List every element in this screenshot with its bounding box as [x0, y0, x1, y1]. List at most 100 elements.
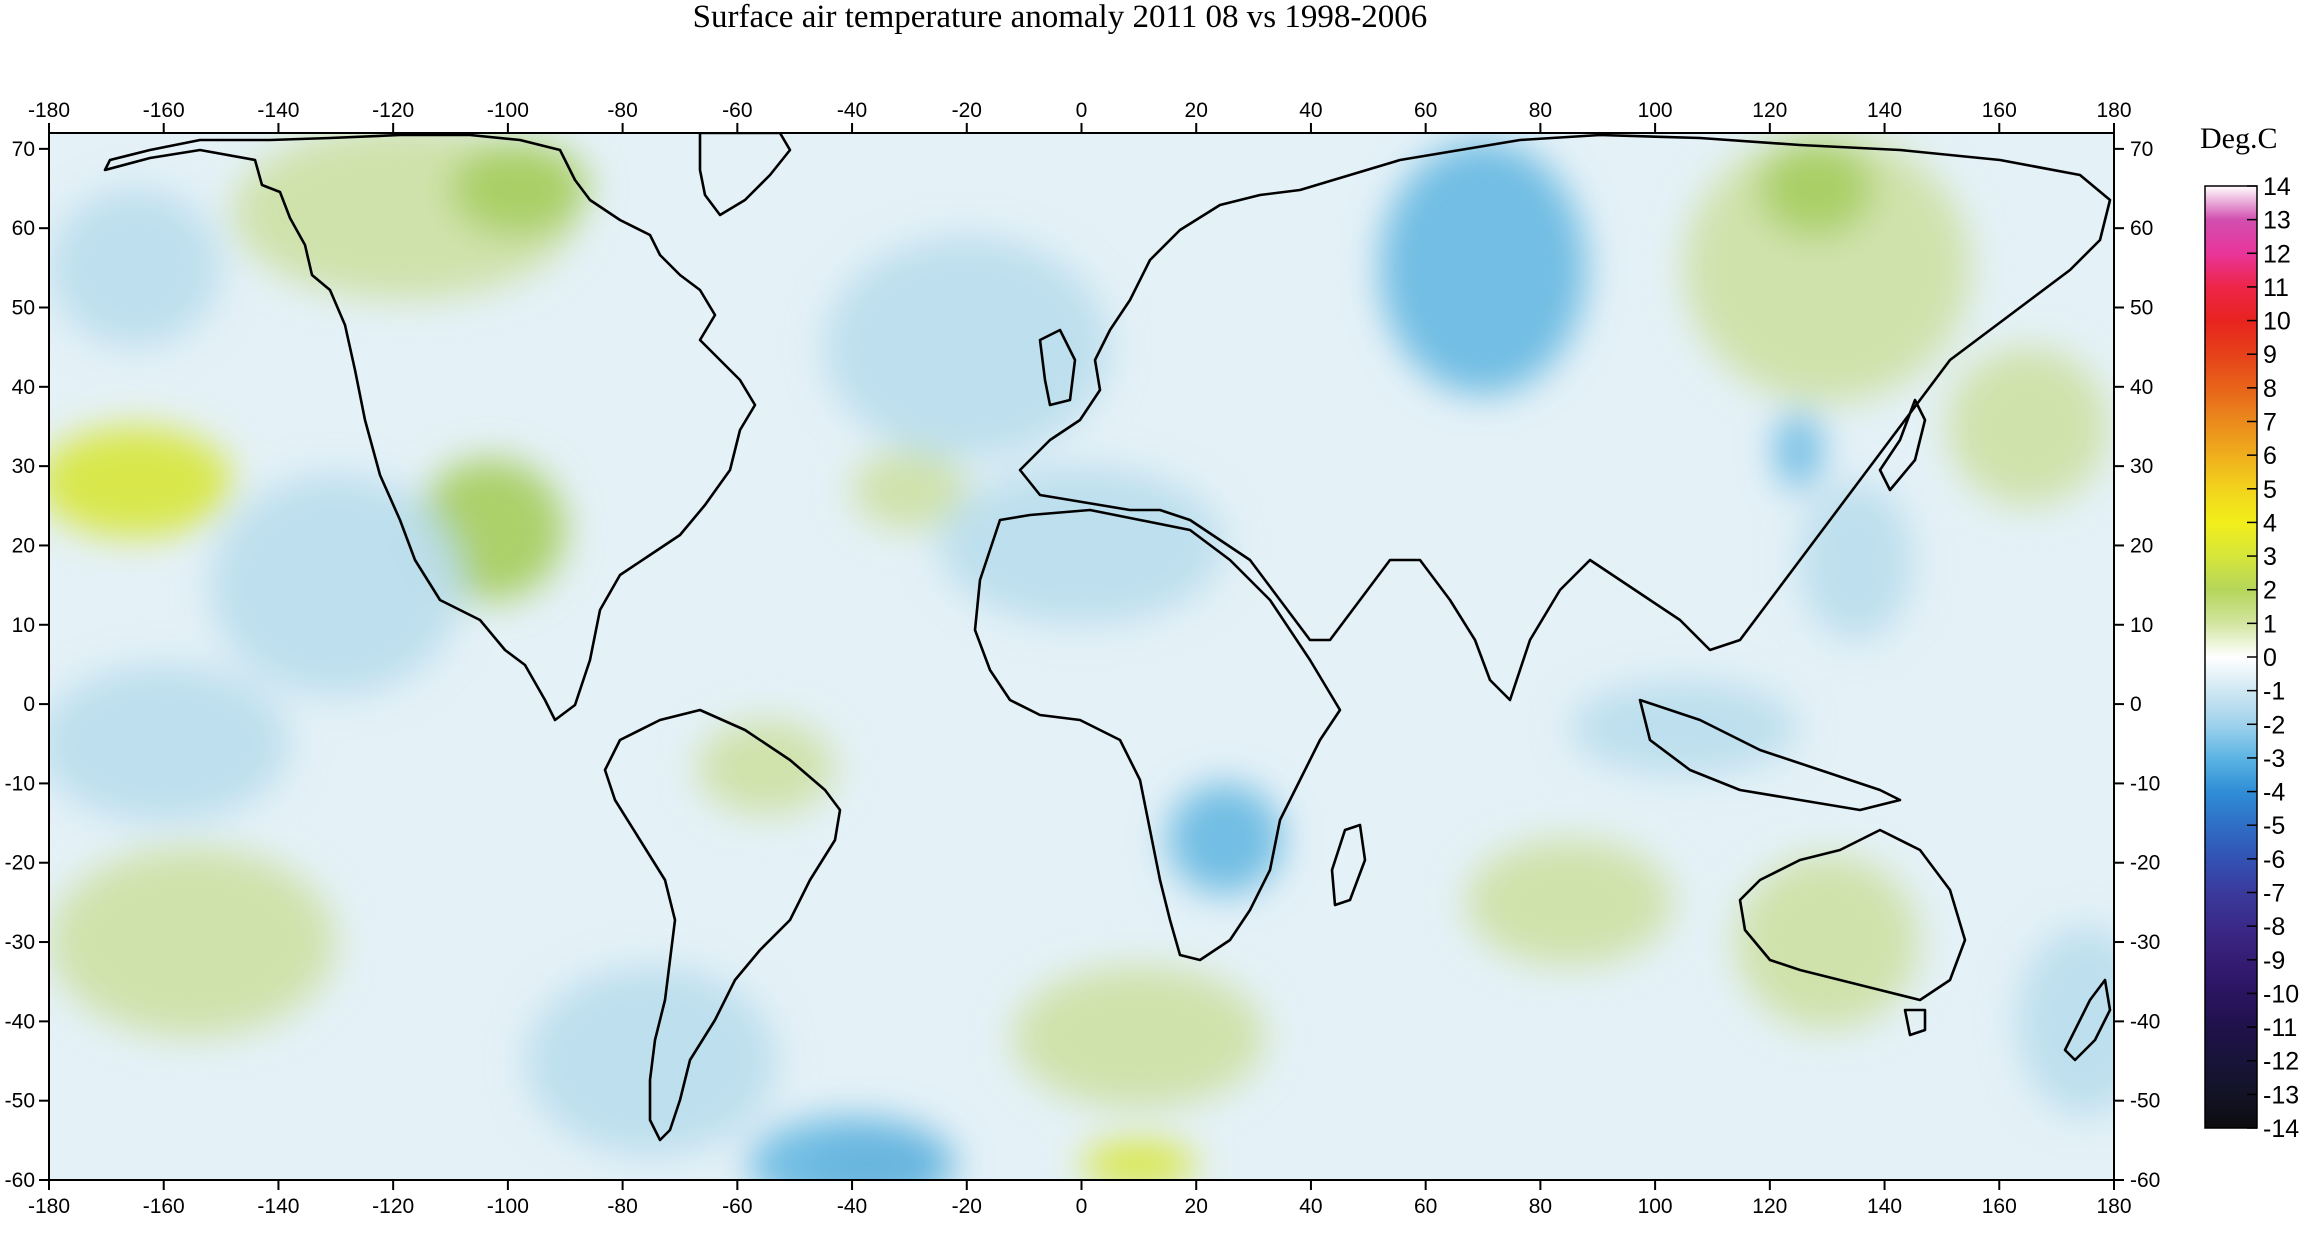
y-tick-label-left: -40	[5, 1010, 35, 1033]
x-tick-label-top: 100	[1638, 99, 1673, 122]
y-tick-label-left: 50	[12, 297, 35, 320]
x-tick-label-top: -140	[257, 99, 299, 122]
x-tick-label-top: 0	[1076, 99, 1088, 122]
anomaly-patch	[1167, 783, 1283, 895]
coastlines	[103, 133, 2112, 1142]
x-tick-label-top: 40	[1299, 99, 1322, 122]
x-tick-label-top: -180	[28, 99, 70, 122]
x-tick-label-bottom: -40	[837, 1195, 867, 1218]
anomaly-patch	[1012, 965, 1266, 1109]
legend-level-label: 3	[2263, 543, 2277, 571]
coast-japan	[1878, 398, 1927, 492]
legend-level-label: 5	[2263, 476, 2277, 504]
axes: -180-180-160-160-140-140-120-120-100-100…	[5, 99, 2161, 1218]
y-tick-label-left: 20	[12, 534, 35, 557]
legend-level-label: -5	[2263, 812, 2285, 840]
y-tick-label-left: 70	[12, 138, 35, 161]
coast-eurasia	[1018, 133, 2112, 702]
y-tick-label-right: -60	[2130, 1169, 2160, 1192]
x-tick-label-bottom: -60	[722, 1195, 752, 1218]
anomaly-patch	[1798, 482, 1914, 641]
legend-level-label: -4	[2263, 779, 2285, 807]
x-tick-label-bottom: 60	[1414, 1195, 1437, 1218]
legend-title: Deg.C	[2200, 122, 2278, 155]
y-tick-label-left: -60	[5, 1169, 35, 1192]
legend-level-label: 9	[2263, 341, 2277, 369]
x-tick-label-bottom: 80	[1529, 1195, 1552, 1218]
anomaly-patch	[1775, 410, 1822, 490]
legend-level-label: -7	[2263, 880, 2285, 908]
legend-level-label: -14	[2263, 1115, 2299, 1143]
coast-north-america	[103, 133, 757, 722]
y-tick-label-right: 50	[2130, 297, 2153, 320]
x-tick-label-top: -20	[952, 99, 982, 122]
x-tick-label-bottom: -140	[257, 1195, 299, 1218]
color-legend: 14131211109876543210-1-2-3-4-5-6-7-8-9-1…	[2204, 173, 2299, 1143]
anomaly-patch	[1465, 838, 1673, 966]
x-tick-label-bottom: 140	[1867, 1195, 1902, 1218]
y-tick-label-right: -30	[2130, 931, 2160, 954]
anomaly-patch	[938, 466, 1225, 625]
y-tick-label-left: -50	[5, 1090, 35, 1113]
y-tick-label-left: 60	[12, 217, 35, 240]
x-tick-label-bottom: -20	[952, 1195, 982, 1218]
x-tick-label-top: 20	[1185, 99, 1208, 122]
y-tick-label-right: 0	[2130, 693, 2142, 716]
anomaly-patch	[49, 188, 222, 348]
y-tick-label-left: 10	[12, 614, 35, 637]
legend-level-label: -13	[2263, 1081, 2299, 1109]
legend-level-label: -6	[2263, 846, 2285, 874]
y-tick-label-right: 60	[2130, 217, 2153, 240]
legend-level-label: -3	[2263, 745, 2285, 773]
legend-level-label: 13	[2263, 207, 2291, 235]
x-tick-label-top: 160	[1982, 99, 2017, 122]
x-tick-label-top: 180	[2096, 99, 2131, 122]
y-tick-label-right: 70	[2130, 138, 2153, 161]
coast-greenland	[698, 133, 792, 217]
legend-level-label: 8	[2263, 375, 2277, 403]
anomaly-patch	[49, 664, 290, 824]
anomaly-patch	[49, 426, 233, 538]
legend-level-label: 0	[2263, 644, 2277, 672]
coast-uk	[1038, 328, 1077, 407]
legend-level-label: 7	[2263, 409, 2277, 437]
plot-area	[48, 132, 2115, 1181]
anomaly-patch	[1379, 140, 1587, 395]
x-tick-label-bottom: 180	[2096, 1195, 2131, 1218]
anomaly-patch	[49, 846, 336, 1038]
y-tick-label-left: -30	[5, 931, 35, 954]
x-tick-label-bottom: 20	[1185, 1195, 1208, 1218]
legend-level-label: -11	[2263, 1014, 2297, 1042]
anomaly-field	[49, 133, 2114, 1180]
x-tick-label-bottom: 40	[1299, 1195, 1322, 1218]
anomaly-patch	[1081, 1140, 1197, 1180]
y-tick-label-left: -20	[5, 852, 35, 875]
coast-tasmania	[1903, 1008, 1927, 1037]
coast-indonesia	[1638, 698, 1902, 812]
x-tick-label-top: 60	[1414, 99, 1437, 122]
coast-australia	[1738, 828, 1967, 1002]
coast-south-america	[603, 708, 842, 1142]
anomaly-patch	[1569, 680, 1799, 776]
y-tick-label-right: 10	[2130, 614, 2153, 637]
y-tick-label-right: -10	[2130, 772, 2160, 795]
x-tick-label-top: -120	[372, 99, 414, 122]
legend-level-label: 11	[2263, 274, 2289, 302]
anomaly-patch	[697, 719, 835, 816]
anomaly-patch	[450, 140, 589, 237]
legend-level-label: 14	[2263, 173, 2291, 201]
anomaly-patch	[1683, 133, 1971, 403]
anomaly-patch	[823, 236, 1111, 459]
y-tick-label-right: 20	[2130, 534, 2153, 557]
anomaly-patch	[1758, 140, 1874, 237]
y-tick-label-left: 30	[12, 455, 35, 478]
legend-level-label: 12	[2263, 240, 2291, 268]
anomaly-patch	[1735, 854, 1919, 1030]
legend-level-label: 2	[2263, 577, 2277, 605]
x-tick-label-top: -60	[722, 99, 752, 122]
x-tick-label-bottom: 100	[1638, 1195, 1673, 1218]
coast-madagascar	[1330, 823, 1367, 907]
anomaly-patch	[209, 474, 462, 697]
anomaly-patch	[748, 1116, 956, 1180]
legend-level-label: 4	[2263, 509, 2277, 537]
